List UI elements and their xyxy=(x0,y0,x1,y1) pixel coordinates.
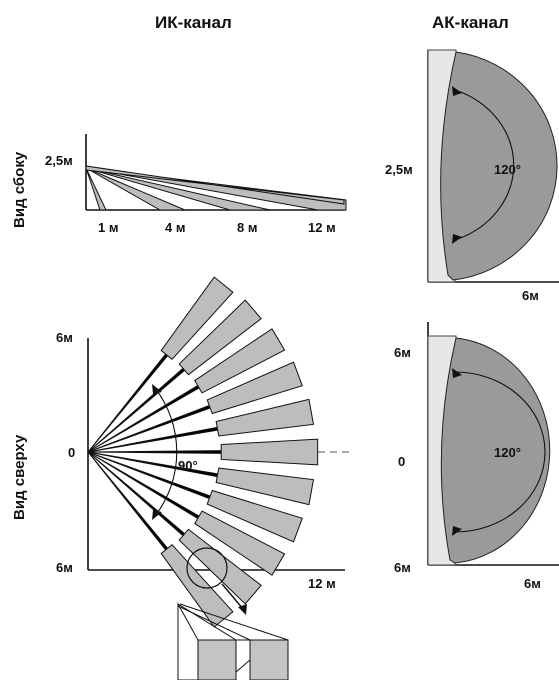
ir-top-ray xyxy=(88,368,185,452)
ir-top-y-mid-label: 0 xyxy=(68,445,75,460)
magnifier-arrow-head xyxy=(238,604,247,615)
ir-top-y-bottom-label: 6м xyxy=(56,560,73,575)
top-view-label: Вид сверху xyxy=(11,434,28,520)
ir-top-ray xyxy=(88,451,221,454)
ir-top-view: 90° 6м 0 6м 12 м xyxy=(56,277,350,680)
ak-side-angle-label: 120° xyxy=(494,162,521,177)
ir-top-beam xyxy=(221,439,317,465)
ir-side-dist-8: 8 м xyxy=(237,220,257,235)
ir-top-x-end-label: 12 м xyxy=(308,576,336,591)
ak-side-height-label: 2,5м xyxy=(385,162,413,177)
ak-top-angle-label: 120° xyxy=(494,445,521,460)
ir-angle-label: 90° xyxy=(178,458,198,473)
ir-channel-header: ИК-канал xyxy=(155,13,232,32)
ak-top-y-mid-label: 0 xyxy=(398,454,405,469)
ak-side-x-end-label: 6м xyxy=(522,288,539,303)
ir-side-view: 2,5м 1 м 4 м 8 м 12 м xyxy=(45,134,346,235)
ir-top-ray xyxy=(88,452,185,536)
ak-side-view: 120° 2,5м 6м xyxy=(385,50,559,303)
ir-side-height-label: 2,5м xyxy=(45,153,73,168)
ir-top-fan xyxy=(88,277,318,627)
ir-top-y-top-label: 6м xyxy=(56,330,73,345)
ir-side-beam xyxy=(86,168,106,210)
ak-top-y-top-label: 6м xyxy=(394,345,411,360)
side-view-label: Вид сбоку xyxy=(11,151,28,228)
ak-channel-header: АК-канал xyxy=(432,13,509,32)
ir-side-dist-12: 12 м xyxy=(308,220,336,235)
ir-side-dist-1: 1 м xyxy=(98,220,118,235)
ak-top-x-end-label: 6м xyxy=(524,576,541,591)
ir-side-beams xyxy=(86,166,346,210)
ak-top-y-bottom-label: 6м xyxy=(394,560,411,575)
ak-top-view: 120° 6м 0 6м 6м xyxy=(394,322,559,591)
ir-side-dist-4: 4 м xyxy=(165,220,185,235)
zoomed-beam-detail xyxy=(178,604,288,680)
